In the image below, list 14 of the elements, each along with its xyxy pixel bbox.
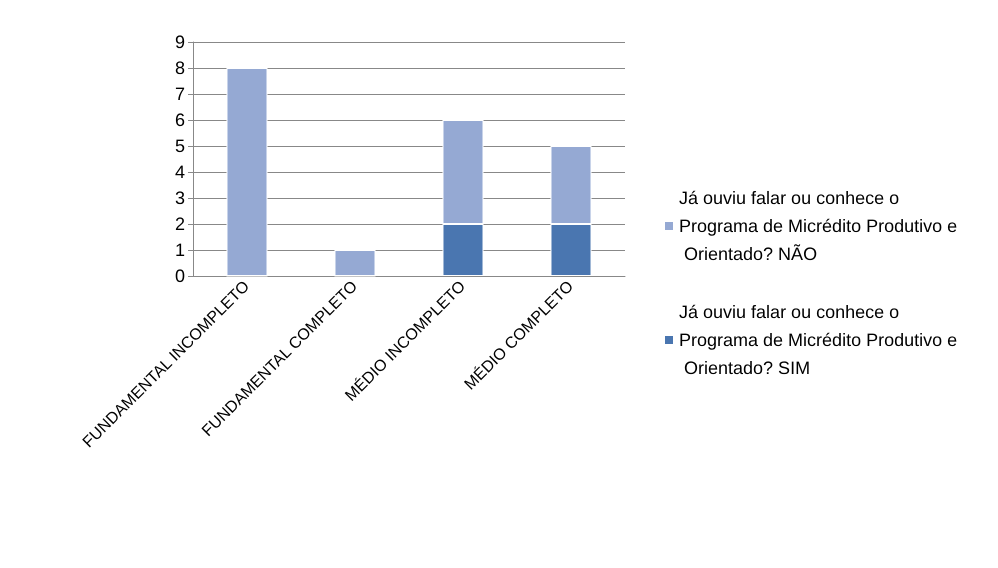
y-tick-label: 0 [174,266,185,286]
y-tick-label: 2 [174,214,185,234]
y-tick-label: 5 [174,136,185,156]
y-tick-label: 1 [174,240,185,260]
y-tick-label: 6 [174,110,185,130]
legend-label: Já ouviu falar ou conhece o Programa de Micrédito Produtivo e Orientado? SIM [679,302,958,378]
legend-label: Já ouviu falar ou conhece o Programa de Micrédito Produtivo e Orientado? NÃO [679,188,958,264]
bar [226,68,268,276]
y-tick-label: 8 [174,58,185,78]
y-tick-label: 7 [174,84,185,104]
bar [334,250,376,276]
y-tick-label: 9 [174,32,185,52]
y-tick-label: 3 [174,188,185,208]
y-tick-label: 4 [174,162,185,182]
